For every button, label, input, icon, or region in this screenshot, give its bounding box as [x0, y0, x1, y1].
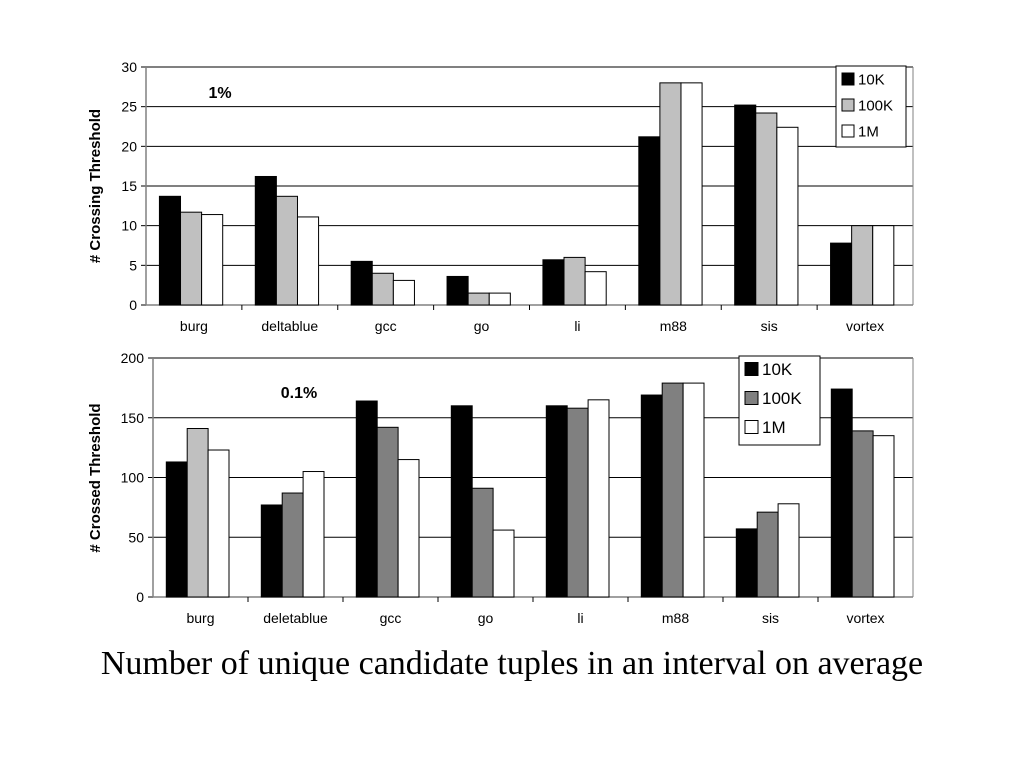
- legend-label-10K: 10K: [762, 360, 793, 379]
- bar-10K-burg: [158, 195, 182, 306]
- bar-10K-li: [545, 405, 568, 598]
- bar-1M-m88: [682, 382, 705, 598]
- bar-1M-li: [584, 271, 607, 306]
- bar-100K-gcc: [376, 426, 399, 598]
- x-tick-label: li: [577, 610, 583, 626]
- y-tick-label: 5: [129, 257, 137, 273]
- bar-10K-sis: [735, 528, 758, 598]
- y-tick-label: 30: [121, 59, 137, 75]
- legend-swatch-1M: [744, 420, 759, 434]
- y-tick-label: 0: [136, 589, 144, 605]
- bar-100K-m88: [659, 82, 682, 306]
- bar-10K-go: [446, 275, 469, 306]
- slide-caption: Number of unique candidate tuples in an …: [100, 645, 924, 682]
- bar-10K-m88: [638, 136, 661, 306]
- x-tick-label: gcc: [380, 610, 402, 626]
- x-tick-label: deletablue: [263, 610, 328, 626]
- x-tick-label: m88: [660, 318, 687, 334]
- chart-annotation: 1%: [208, 85, 231, 102]
- bar-1M-li: [587, 399, 610, 598]
- legend-label-100K: 100K: [762, 389, 802, 408]
- bar-1M-burg: [207, 449, 230, 598]
- bar-100K-sis: [756, 511, 779, 598]
- y-tick-label: 20: [121, 138, 137, 154]
- bar-10K-gcc: [350, 260, 373, 306]
- bar-1M-burg: [201, 214, 224, 306]
- y-axis-label: # Crossing Threshold: [87, 109, 104, 263]
- legend-swatch-100K: [841, 98, 855, 112]
- bar-1M-deletablue: [302, 471, 325, 598]
- y-tick-label: 0: [129, 297, 137, 313]
- bar-10K-go: [450, 405, 473, 598]
- bar-10K-deletablue: [260, 504, 283, 598]
- legend-swatch-10K: [841, 72, 855, 86]
- legend-label-100K: 100K: [858, 97, 893, 114]
- y-tick-label: 15: [121, 178, 137, 194]
- bar-100K-burg: [186, 428, 209, 598]
- bar-1M-vortex: [872, 225, 895, 306]
- bar-10K-m88: [640, 394, 663, 598]
- legend-label-1M: 1M: [858, 123, 879, 140]
- y-tick-label: 150: [121, 410, 145, 426]
- legend: 10K 100K 1M: [835, 65, 907, 148]
- bar-100K-gcc: [371, 272, 394, 306]
- bar-1M-sis: [777, 503, 800, 598]
- bar-100K-go: [467, 292, 490, 306]
- bar-1M-vortex: [872, 435, 895, 598]
- bar-10K-vortex: [830, 242, 853, 306]
- bar-10K-deltablue: [254, 175, 277, 306]
- bar-100K-deletablue: [281, 492, 304, 598]
- y-axis-label: # Crossed Threshold: [87, 403, 104, 552]
- bar-10K-sis: [734, 104, 757, 306]
- bar-100K-sis: [755, 112, 778, 306]
- chart-1-percent: 0 5 10 15 20 25 30 burg deltablue gcc go li m88 sis vo…: [87, 59, 914, 334]
- x-tick-label: burg: [180, 318, 208, 334]
- bar-1M-go: [492, 529, 515, 598]
- bar-100K-vortex: [851, 225, 874, 306]
- bar-1M-m88: [680, 82, 703, 306]
- bar-10K-gcc: [355, 400, 378, 598]
- bar-1M-deltablue: [296, 216, 320, 306]
- x-tick-label: vortex: [846, 318, 884, 334]
- legend-swatch-100K: [744, 391, 759, 405]
- bar-10K-li: [542, 259, 565, 306]
- x-tick-label: m88: [662, 610, 689, 626]
- y-tick-label: 200: [121, 350, 145, 366]
- bar-100K-deltablue: [275, 195, 298, 306]
- bar-1M-sis: [776, 126, 799, 306]
- bar-1M-gcc: [392, 279, 415, 306]
- y-tick-label: 10: [121, 218, 137, 234]
- legend-swatch-10K: [744, 362, 759, 376]
- bar-100K-go: [471, 487, 494, 598]
- bar-100K-li: [566, 407, 589, 598]
- bar-10K-vortex: [830, 388, 853, 598]
- charts-canvas: 0 5 10 15 20 25 30 burg deltablue gcc go li m88 sis vo…: [87, 59, 914, 626]
- legend-label-10K: 10K: [858, 71, 885, 88]
- legend-swatch-1M: [841, 124, 855, 138]
- x-tick-label: li: [574, 318, 580, 334]
- x-tick-label: deltablue: [261, 318, 318, 334]
- x-tick-label: sis: [762, 610, 779, 626]
- bar-100K-m88: [661, 382, 684, 598]
- x-tick-label: gcc: [375, 318, 397, 334]
- x-tick-label: sis: [761, 318, 778, 334]
- legend: 10K 100K 1M: [738, 355, 821, 446]
- bar-100K-li: [563, 256, 586, 306]
- bar-10K-burg: [165, 461, 188, 598]
- chart-0-1-percent: 0 50 100 150 200 burg deletablue gcc go li m88 sis v…: [87, 350, 914, 626]
- bar-1M-go: [488, 292, 511, 306]
- x-tick-label: go: [474, 318, 490, 334]
- y-tick-label: 25: [121, 99, 137, 115]
- x-tick-label: vortex: [846, 610, 884, 626]
- chart-annotation: 0.1%: [281, 385, 317, 402]
- y-tick-label: 100: [121, 470, 145, 486]
- y-tick-label: 50: [128, 529, 144, 545]
- legend-label-1M: 1M: [762, 418, 786, 437]
- bar-100K-vortex: [851, 430, 874, 598]
- bar-1M-gcc: [397, 459, 420, 598]
- bar-100K-burg: [180, 211, 203, 306]
- x-tick-label: go: [478, 610, 494, 626]
- x-tick-label: burg: [186, 610, 214, 626]
